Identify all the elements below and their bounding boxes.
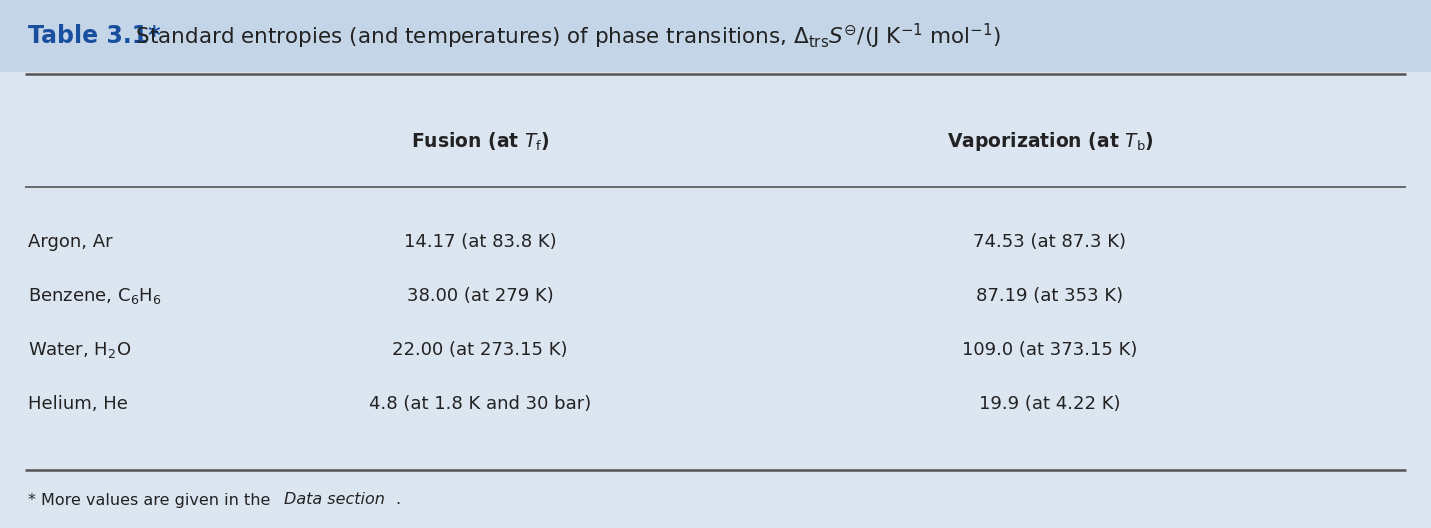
Text: 38.00 (at 279 K): 38.00 (at 279 K) xyxy=(406,287,554,305)
Text: 109.0 (at 373.15 K): 109.0 (at 373.15 K) xyxy=(962,341,1138,359)
Text: Fusion (at $T_{\mathrm{f}}$): Fusion (at $T_{\mathrm{f}}$) xyxy=(411,131,550,153)
Text: Vaporization (at $T_{\mathrm{b}}$): Vaporization (at $T_{\mathrm{b}}$) xyxy=(946,130,1153,154)
Text: 87.19 (at 353 K): 87.19 (at 353 K) xyxy=(976,287,1123,305)
Text: 19.9 (at 4.22 K): 19.9 (at 4.22 K) xyxy=(979,395,1120,413)
Text: .: . xyxy=(395,493,401,507)
Text: Helium, He: Helium, He xyxy=(29,395,127,413)
Text: * More values are given in the: * More values are given in the xyxy=(29,493,276,507)
Text: 74.53 (at 87.3 K): 74.53 (at 87.3 K) xyxy=(973,233,1126,251)
Text: Data section: Data section xyxy=(283,493,385,507)
Text: 4.8 (at 1.8 K and 30 bar): 4.8 (at 1.8 K and 30 bar) xyxy=(369,395,591,413)
Text: Standard entropies (and temperatures) of phase transitions, $\Delta_{\mathrm{trs: Standard entropies (and temperatures) of… xyxy=(122,22,1002,51)
Text: Benzene, C$_6$H$_6$: Benzene, C$_6$H$_6$ xyxy=(29,286,162,306)
Text: Argon, Ar: Argon, Ar xyxy=(29,233,113,251)
Text: Table 3.1*: Table 3.1* xyxy=(29,24,160,48)
Text: 22.00 (at 273.15 K): 22.00 (at 273.15 K) xyxy=(392,341,568,359)
Text: Water, H$_2$O: Water, H$_2$O xyxy=(29,340,132,360)
Text: 14.17 (at 83.8 K): 14.17 (at 83.8 K) xyxy=(404,233,557,251)
Bar xyxy=(0,0,1431,72)
